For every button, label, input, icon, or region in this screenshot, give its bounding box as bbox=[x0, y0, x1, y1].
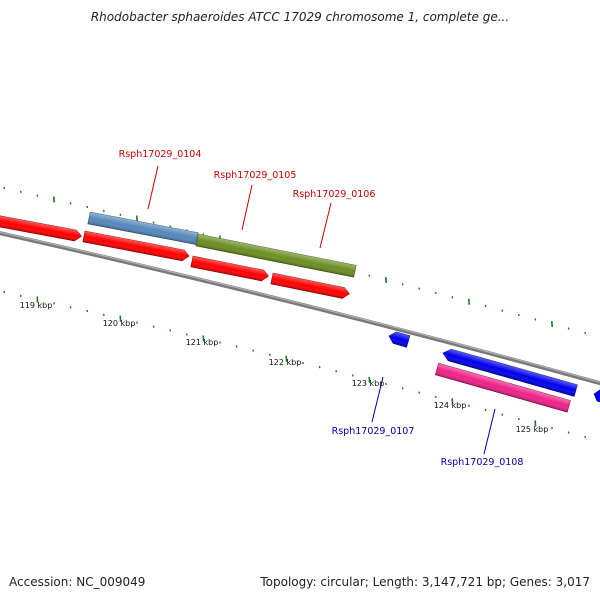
position-label: 119 kbp bbox=[20, 301, 53, 310]
leader-line bbox=[147, 165, 159, 210]
cds-arrow-0104[interactable] bbox=[82, 230, 190, 262]
position-label: 122 kbp bbox=[269, 358, 302, 367]
map-title: Rhodobacter sphaeroides ATCC 17029 chrom… bbox=[91, 10, 509, 24]
gene-label-0107[interactable]: Rsph17029_0107 bbox=[332, 426, 415, 437]
gene-bar-0107[interactable] bbox=[441, 347, 578, 397]
position-label: 121 kbp bbox=[186, 338, 219, 347]
position-label: 124 kbp bbox=[434, 401, 467, 410]
position-label: 125 kbp bbox=[516, 425, 549, 434]
small-reverse-feature-edge[interactable] bbox=[592, 388, 600, 404]
inner-tick-row bbox=[3, 290, 587, 439]
chromosome-backbone-highlight bbox=[0, 231, 600, 383]
gene-labels: Rsph17029_0104 Rsph17029_0105 Rsph17029_… bbox=[119, 149, 524, 468]
gene-label-0104[interactable]: Rsph17029_0104 bbox=[119, 149, 202, 160]
gene-label-0108[interactable]: Rsph17029_0108 bbox=[441, 457, 524, 468]
leader-line bbox=[483, 408, 496, 455]
leader-line bbox=[241, 184, 253, 231]
gene-label-0105[interactable]: Rsph17029_0105 bbox=[214, 170, 297, 181]
cds-arrow-0108[interactable] bbox=[434, 362, 571, 413]
reverse-strand-features bbox=[387, 330, 600, 413]
small-reverse-feature[interactable] bbox=[387, 330, 411, 348]
cds-arrow-0106[interactable] bbox=[270, 272, 351, 300]
cds-arrow[interactable] bbox=[0, 214, 82, 242]
chromosome-backbone bbox=[0, 231, 600, 386]
accession-text: Accession: NC_009049 bbox=[9, 575, 145, 589]
leader-line bbox=[371, 376, 384, 423]
topology-text: Topology: circular; Length: 3,147,721 bp… bbox=[259, 575, 590, 589]
gene-bar-0105-0106[interactable] bbox=[195, 233, 357, 278]
position-label: 120 kbp bbox=[103, 319, 136, 328]
gene-label-0106[interactable]: Rsph17029_0106 bbox=[293, 189, 376, 200]
position-label: 123 kbp bbox=[352, 379, 385, 388]
forward-strand-features bbox=[0, 211, 357, 300]
position-labels: 119 kbp 120 kbp 121 kbp 122 kbp 123 kbp … bbox=[20, 301, 549, 434]
leader-line bbox=[319, 202, 332, 249]
cds-arrow-0105[interactable] bbox=[190, 255, 270, 282]
gene-bar-0104[interactable] bbox=[87, 211, 199, 245]
